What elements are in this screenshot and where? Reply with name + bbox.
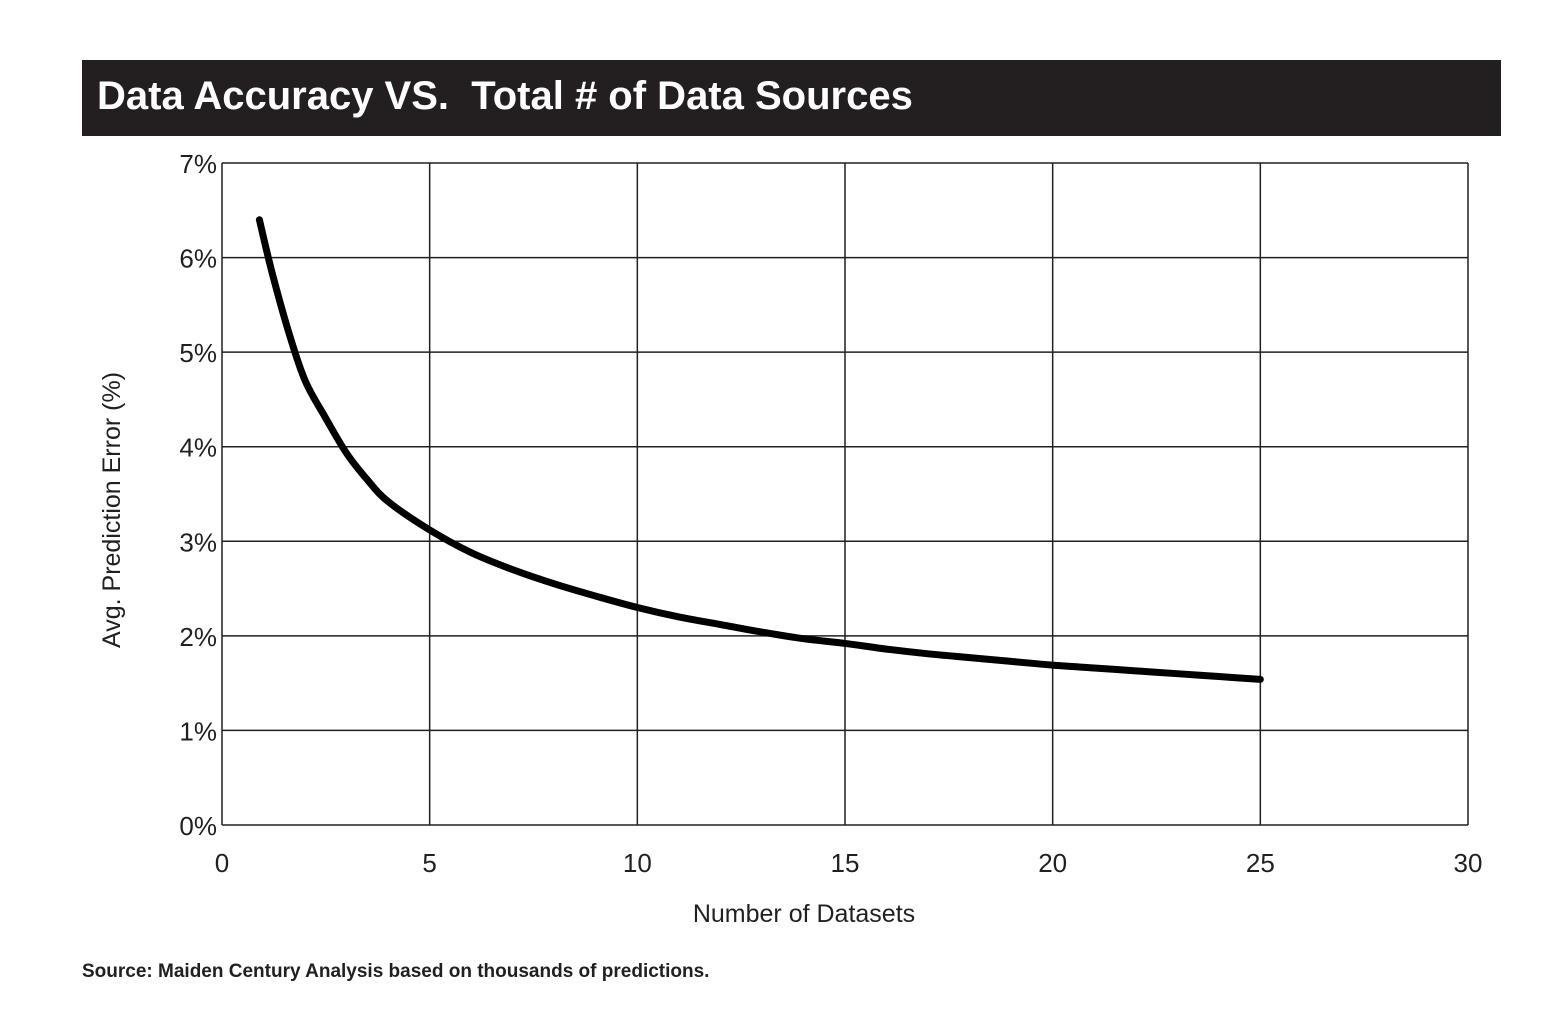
x-axis-label: Number of Datasets — [693, 900, 915, 928]
y-tick-label: 3% — [179, 527, 217, 557]
y-tick-label: 0% — [179, 811, 217, 841]
tick-labels: 0 5 10 15 20 25 30 0% 1% 2% 3% 4% 5% 6% 7% — [179, 149, 1482, 878]
y-tick-label: 4% — [179, 433, 217, 463]
x-tick-label: 0 — [215, 848, 229, 878]
source-note: Source: Maiden Century Analysis based on… — [82, 961, 710, 982]
x-tick-label: 5 — [422, 848, 436, 878]
x-tick-label: 25 — [1246, 848, 1275, 878]
x-tick-label: 10 — [623, 848, 652, 878]
x-tick-label: 20 — [1038, 848, 1067, 878]
series-line — [255, 216, 1264, 683]
x-tick-label: 15 — [831, 848, 860, 878]
y-tick-label: 5% — [179, 338, 217, 368]
y-axis-label: Avg. Prediction Error (%) — [98, 372, 126, 648]
y-tick-label: 1% — [179, 716, 217, 746]
y-tick-label: 6% — [179, 244, 217, 274]
series — [255, 216, 1264, 683]
y-tick-label: 7% — [179, 149, 217, 179]
x-tick-label: 30 — [1454, 848, 1483, 878]
y-tick-label: 2% — [179, 622, 217, 652]
chart-title: Data Accuracy VS. Total # of Data Source… — [97, 74, 913, 118]
title-bar: Data Accuracy VS. Total # of Data Source… — [82, 60, 1501, 136]
grid — [221, 162, 1469, 826]
